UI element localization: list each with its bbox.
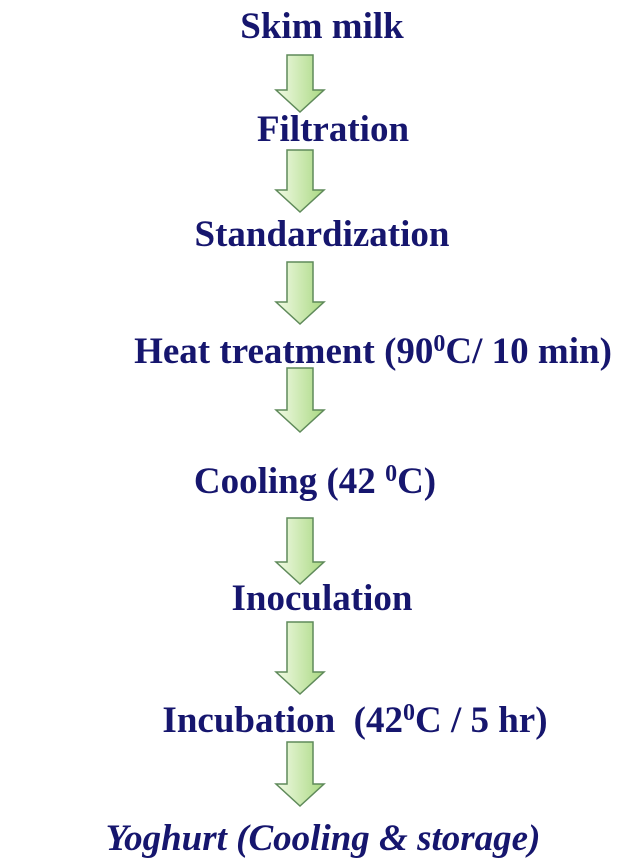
step-label: Heat treatment (900C/ 10 min) xyxy=(134,331,612,373)
step-label: Incubation (420C / 5 hr) xyxy=(162,700,547,742)
superscript: 0 xyxy=(385,461,397,487)
step-label: Cooling (42 0C) xyxy=(194,461,436,503)
labels: Skim milk Filtration Standardization Heat t… xyxy=(106,6,612,859)
superscript: 0 xyxy=(433,331,445,357)
text-part: Incubation (42 xyxy=(162,700,403,741)
step-label: Filtration xyxy=(257,109,410,150)
text-part: Inoculation xyxy=(232,578,413,619)
text-part: Cooling (42 xyxy=(194,461,385,502)
text-part: C) xyxy=(397,461,436,502)
text-part: Filtration xyxy=(257,109,410,150)
arrow xyxy=(274,261,326,326)
text-part: C/ 10 min) xyxy=(445,331,612,372)
step-label: Skim milk xyxy=(240,6,404,47)
arrow xyxy=(274,149,326,214)
text-part: Standardization xyxy=(195,214,450,255)
text-part: Heat treatment (90 xyxy=(134,331,433,372)
text-part: C / 5 hr) xyxy=(415,700,548,741)
arrow xyxy=(274,621,326,696)
step-label: Standardization xyxy=(195,214,450,255)
superscript: 0 xyxy=(403,700,415,726)
text-part: Yoghurt (Cooling & storage) xyxy=(106,818,541,859)
text-part: Skim milk xyxy=(240,6,404,47)
arrow xyxy=(274,741,326,808)
step-label: Yoghurt (Cooling & storage) xyxy=(106,818,541,859)
step-label: Inoculation xyxy=(232,578,413,619)
arrow xyxy=(274,367,326,434)
arrow xyxy=(274,54,326,114)
arrow xyxy=(274,517,326,586)
arrows xyxy=(274,54,326,808)
